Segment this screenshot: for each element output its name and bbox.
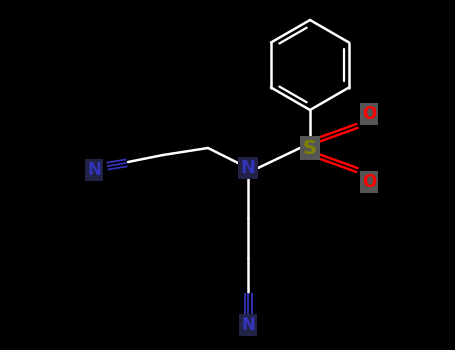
Text: N: N [241,316,255,334]
Text: S: S [303,139,317,158]
Text: N: N [241,159,256,177]
Text: N: N [87,161,101,179]
Text: O: O [362,173,376,191]
Text: O: O [362,105,376,123]
